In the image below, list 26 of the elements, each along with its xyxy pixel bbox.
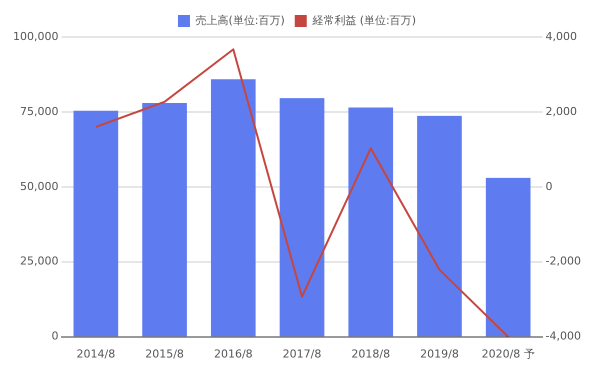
y-tick-label: 75,000 bbox=[20, 104, 58, 118]
x-tick-label: 2014/8 bbox=[76, 347, 116, 360]
y-tick-label: 100,000 bbox=[12, 30, 58, 43]
y2-tick-label: -4,000 bbox=[546, 330, 582, 343]
y2-tick-label: 4,000 bbox=[546, 30, 578, 43]
x-tick-label: 2019/8 bbox=[420, 347, 459, 360]
bar bbox=[486, 178, 531, 336]
y-tick-label: 0 bbox=[51, 330, 58, 343]
x-tick-label: 2018/8 bbox=[351, 347, 390, 360]
x-tick-label: 2016/8 bbox=[214, 347, 253, 360]
x-tick-label: 2020/8 予 bbox=[482, 347, 535, 360]
bar bbox=[142, 102, 187, 336]
bar bbox=[210, 79, 256, 336]
y-tick-label: 50,000 bbox=[20, 180, 58, 193]
bar bbox=[280, 98, 324, 336]
y2-tick-label: -2,000 bbox=[546, 254, 582, 268]
y2-tick-label: 0 bbox=[546, 180, 553, 193]
bar bbox=[417, 116, 462, 336]
x-tick-label: 2017/8 bbox=[282, 347, 322, 360]
x-tick-label: 2015/8 bbox=[145, 347, 184, 360]
bar bbox=[348, 107, 394, 336]
y-tick-label: 25,000 bbox=[20, 254, 58, 268]
bar bbox=[74, 110, 118, 336]
legend-label: 売上高(単位:百万) bbox=[195, 14, 285, 27]
legend-label: 経常利益 (単位:百万) bbox=[311, 14, 416, 27]
y2-tick-label: 2,000 bbox=[546, 104, 578, 118]
